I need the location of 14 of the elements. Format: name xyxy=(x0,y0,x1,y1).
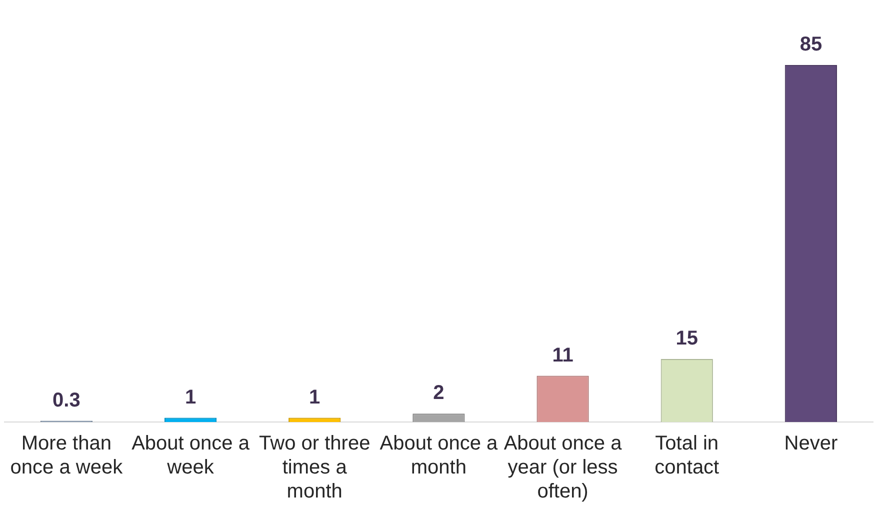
data-label: 11 xyxy=(552,344,574,366)
data-label: 1 xyxy=(184,386,196,408)
data-label: 15 xyxy=(676,328,698,350)
x-tick-label: About once a week xyxy=(132,432,250,479)
x-tick-label: Total in contact xyxy=(654,432,720,479)
data-label: 2 xyxy=(433,382,444,404)
x-tick-label: About once a year (or less often) xyxy=(504,432,623,503)
x-tick-label: More than once a week xyxy=(10,432,124,479)
data-label: 85 xyxy=(800,34,822,56)
data-label: 0.3 xyxy=(52,389,80,412)
data-label: 1 xyxy=(309,386,320,408)
x-tick-label: About once a month xyxy=(380,432,499,479)
x-tick-label: Never xyxy=(784,432,838,455)
x-tick-label: Two or three times a month xyxy=(259,432,370,503)
